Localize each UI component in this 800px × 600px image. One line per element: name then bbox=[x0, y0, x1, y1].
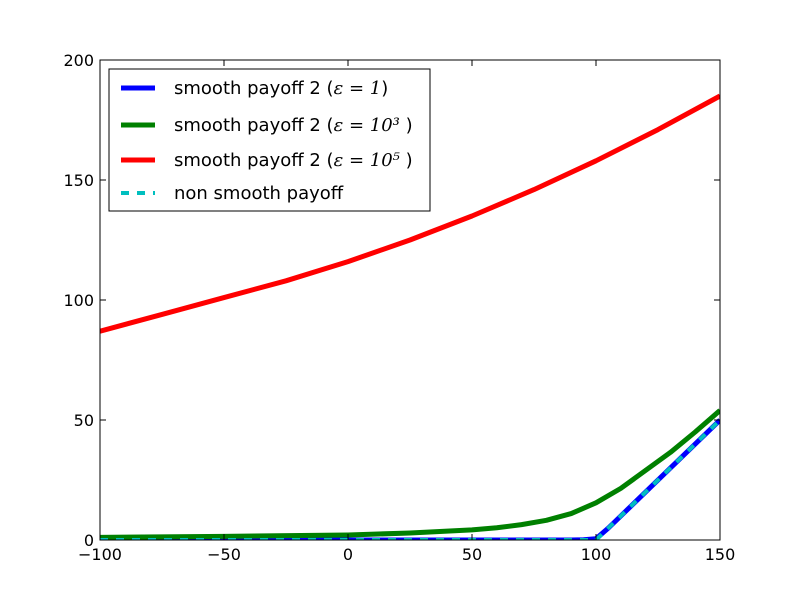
x-tick-label: 0 bbox=[343, 545, 353, 564]
legend: smooth payoff 2 (ε = 1) smooth payoff 2 (… bbox=[108, 68, 431, 212]
x-tick-label: −100 bbox=[78, 545, 122, 564]
x-tick-label: −50 bbox=[207, 545, 241, 564]
ticks-layer: −100 −50 0 50 100 150 0 50 100 150 200 bbox=[63, 51, 735, 564]
y-tick-label: 150 bbox=[63, 171, 94, 190]
legend-label-3: non smooth payoff bbox=[174, 183, 344, 204]
y-tick-label: 0 bbox=[84, 531, 94, 550]
y-tick-label: 50 bbox=[74, 411, 94, 430]
series-line-1 bbox=[100, 408, 720, 540]
y-tick-label: 200 bbox=[63, 51, 94, 70]
series-line-3 bbox=[100, 418, 720, 540]
legend-label-2: smooth payoff 2 (ε = 10⁵ ) bbox=[174, 150, 413, 171]
series-layer bbox=[100, 93, 720, 540]
y-tick-label: 100 bbox=[63, 291, 94, 310]
x-tick-label: 100 bbox=[581, 545, 612, 564]
legend-label-0: smooth payoff 2 (ε = 1) bbox=[174, 78, 388, 99]
legend-label-1: smooth payoff 2 (ε = 10³ ) bbox=[174, 115, 413, 136]
x-tick-label: 150 bbox=[705, 545, 736, 564]
series-line-2 bbox=[100, 93, 720, 334]
x-tick-label: 50 bbox=[462, 545, 482, 564]
series-line-0 bbox=[100, 418, 720, 540]
legend-frame bbox=[108, 68, 431, 212]
